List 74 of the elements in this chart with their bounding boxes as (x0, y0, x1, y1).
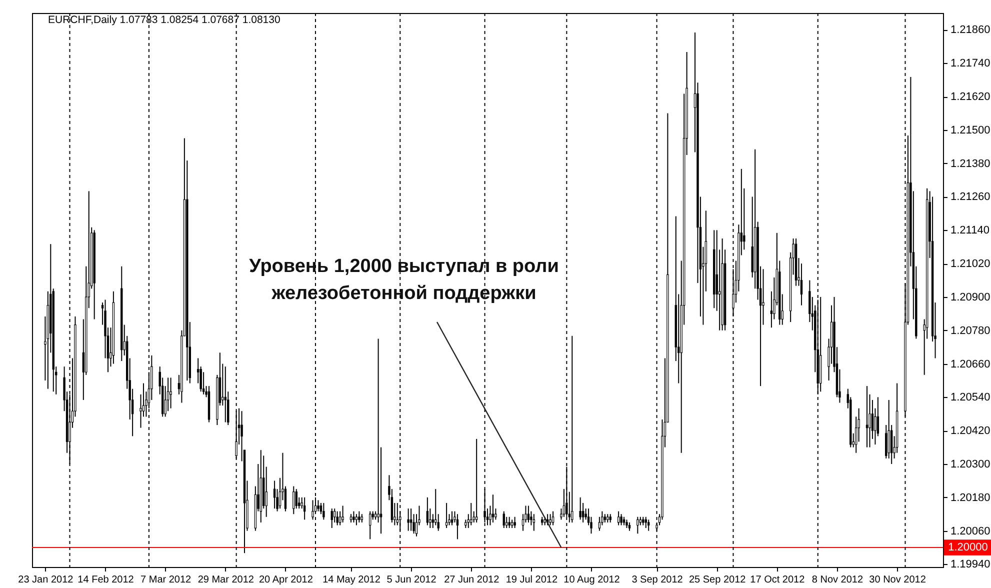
candlestick (508, 516, 510, 529)
candlestick (303, 496, 306, 520)
y-tick-label: 1.21620 (950, 91, 990, 104)
candlestick (426, 496, 429, 526)
y-tick-label: 1.20420 (950, 425, 990, 438)
candlestick (410, 508, 412, 532)
x-tick-label: 20 Apr 2012 (258, 574, 314, 586)
candlestick (762, 268, 764, 326)
candlestick (636, 516, 639, 534)
candlestick (549, 514, 552, 526)
x-tick-label: 23 Jan 2012 (18, 574, 74, 586)
candlestick (620, 514, 622, 526)
x-tick-label: 5 Jun 2012 (386, 574, 437, 586)
candlestick (330, 508, 333, 529)
x-tick-label: 25 Sep 2012 (688, 574, 746, 586)
y-tick-label: 1.21260 (950, 191, 990, 204)
y-tick-label: 1.21500 (950, 124, 990, 136)
y-tick-label: 1.19940 (950, 558, 990, 571)
candlestick (407, 508, 410, 532)
candlestick (644, 516, 647, 529)
candlestick (450, 510, 454, 526)
x-tick-label: 19 Jul 2012 (506, 574, 558, 586)
candlestick (355, 514, 358, 526)
candlestick (647, 519, 650, 532)
candlestick (322, 502, 325, 520)
candlestick (470, 502, 472, 526)
candlestick (552, 510, 554, 526)
ref-line-label: 1.20000 (948, 542, 988, 554)
y-tick-label: 1.21140 (950, 224, 990, 237)
y-tick-label: 1.20300 (950, 458, 990, 470)
candlestick (170, 377, 172, 409)
x-tick-label: 14 Feb 2012 (78, 574, 134, 586)
candlestick (336, 510, 338, 526)
candlestick (456, 514, 459, 540)
candlestick (265, 466, 268, 518)
y-tick-label: 1.20660 (950, 358, 990, 370)
candlestick (292, 486, 295, 515)
candlestick (273, 480, 276, 510)
candlestick (527, 505, 530, 523)
y-tick-label: 1.20900 (950, 291, 990, 304)
y-tick-label: 1.21860 (950, 24, 990, 36)
x-tick-label: 14 May 2012 (322, 574, 381, 586)
y-tick-label: 1.21380 (950, 158, 990, 170)
y-tick-label: 1.20180 (950, 492, 990, 504)
x-tick-label: 29 Mar 2012 (198, 574, 254, 586)
candlestick (352, 510, 355, 523)
candlestick (295, 488, 298, 510)
candlestick (475, 438, 478, 523)
candlestick (532, 514, 536, 532)
annotation: Уровень 1,2000 выступал в роли железобетонной поддержки (249, 256, 559, 304)
candlestick (866, 386, 868, 448)
x-tick-label: 17 Oct 2012 (750, 574, 806, 586)
x-tick-label: 10 Aug 2012 (564, 574, 620, 586)
candlestick (358, 510, 360, 523)
candlestick (502, 510, 505, 529)
y-tick-label: 1.21020 (950, 258, 990, 270)
x-tick-label: 30 Nov 2012 (869, 574, 926, 586)
candlestick (224, 366, 226, 423)
y-tick-label: 1.21740 (950, 58, 990, 70)
candlestick (514, 516, 516, 529)
candlestick (342, 505, 344, 523)
x-tick-label: 7 Mar 2012 (140, 574, 192, 586)
candlestick (579, 496, 582, 520)
y-tick-label: 1.20060 (950, 525, 990, 538)
x-tick-label: 27 Jun 2012 (444, 574, 500, 586)
x-tick-label: 8 Nov 2012 (812, 574, 864, 586)
x-tick-label: 3 Sep 2012 (632, 574, 684, 586)
chart-title: EURCHF,Daily 1.07783 1.08254 1.07687 1.08130 (48, 14, 280, 26)
y-tick-label: 1.20780 (950, 324, 990, 337)
candlestick (445, 502, 448, 529)
y-tick-label: 1.20540 (950, 392, 990, 404)
candlestick (617, 510, 620, 526)
candlestick (368, 510, 372, 540)
candlestick (571, 335, 574, 523)
